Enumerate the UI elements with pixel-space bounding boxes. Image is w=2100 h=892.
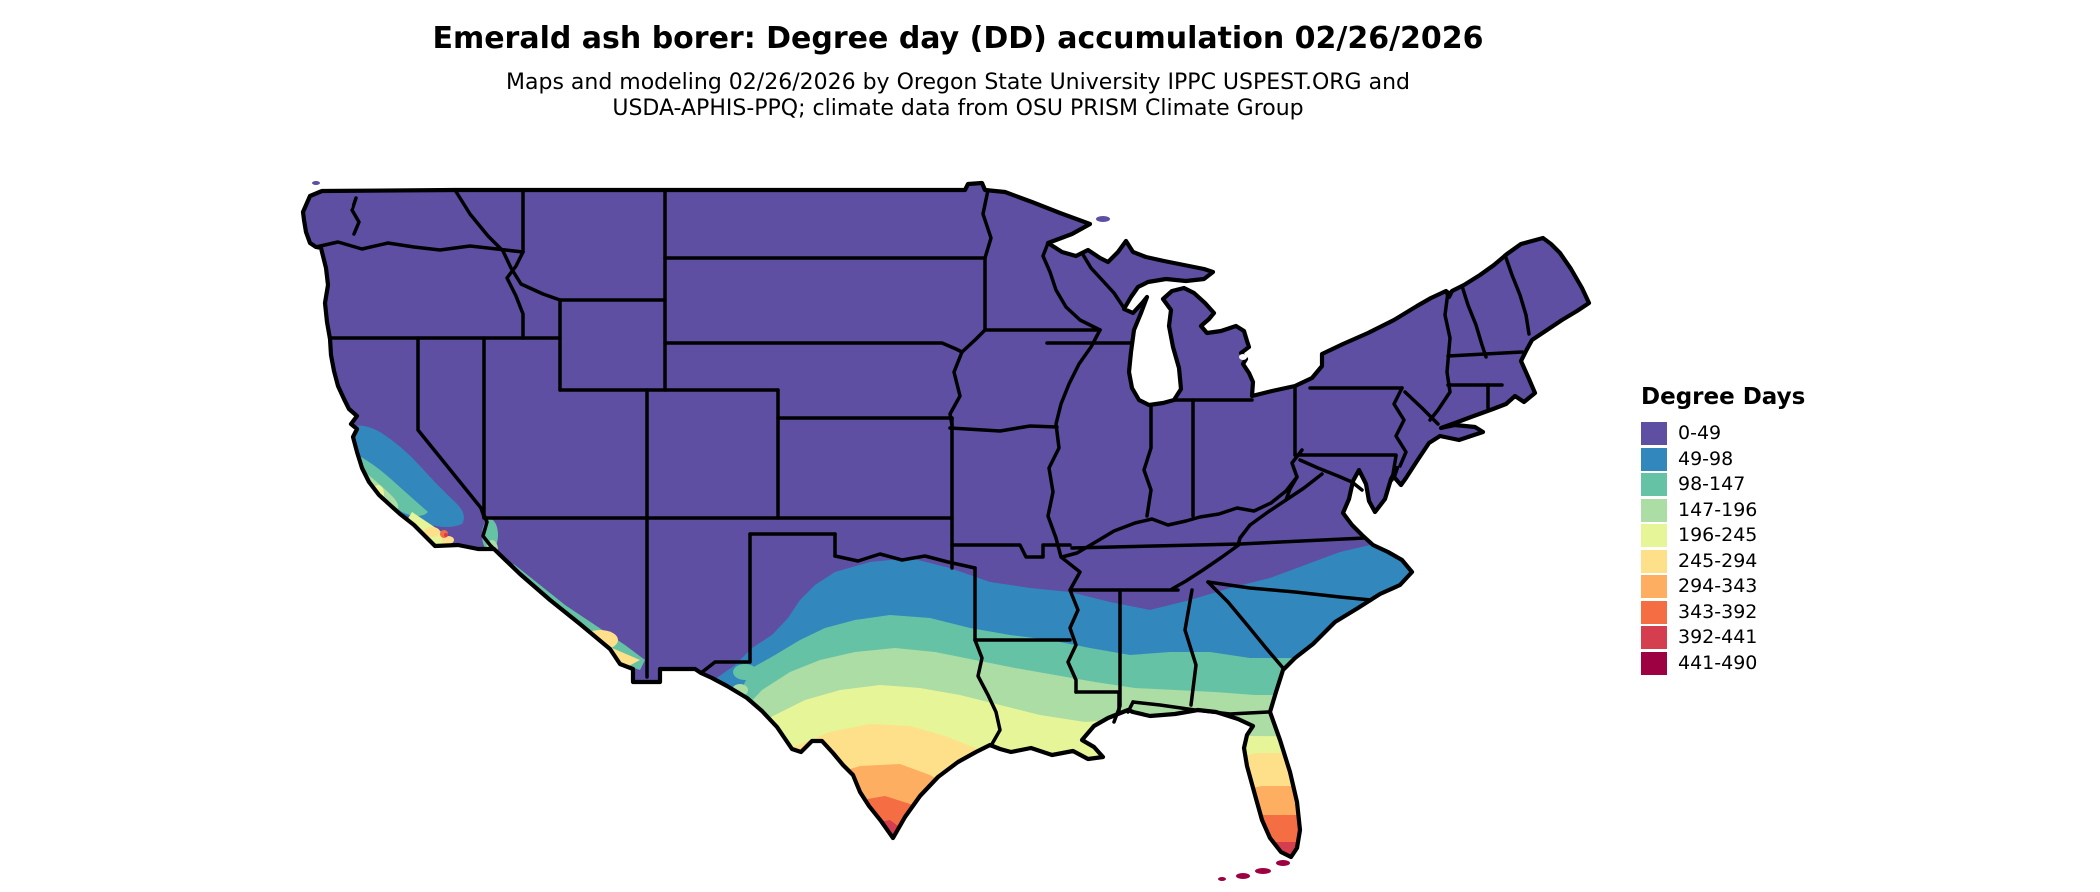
patch-elpaso-teal — [733, 664, 757, 680]
patch-channel-island-1 — [347, 554, 357, 558]
legend-item: 147-196 — [1641, 498, 1805, 522]
island-puget — [346, 200, 352, 210]
border-wa-or — [314, 240, 525, 254]
legend-item: 196-245 — [1641, 524, 1805, 547]
band-294-343 — [700, 764, 1589, 857]
legend-label-4: 196-245 — [1678, 524, 1758, 546]
border-nh-me — [1503, 253, 1531, 336]
border-ny-vt-ma-ct — [1428, 290, 1452, 422]
border-ky-wv — [1284, 475, 1299, 502]
subtitle-line-1: Maps and modeling 02/26/2026 by Oregon S… — [506, 70, 1410, 95]
legend-swatch-9 — [1641, 651, 1667, 675]
subtitle: Maps and modeling 02/26/2026 by Oregon S… — [288, 70, 1628, 122]
border-wi-mi — [1080, 251, 1126, 310]
legend: Degree Days 0-49 49-98 98-147 147-196 19… — [1641, 384, 1805, 677]
legend-item: 245-294 — [1641, 549, 1805, 573]
border-ga-sc — [1206, 580, 1285, 670]
isle-royale — [1096, 216, 1110, 222]
border-wv-va-ridge — [1236, 472, 1324, 547]
legend-label-7: 343-392 — [1678, 600, 1758, 623]
legend-swatch-6 — [1641, 575, 1667, 598]
border-pa-nj — [1392, 386, 1408, 468]
border-mn-wi — [1041, 241, 1102, 332]
border-mo-ar — [950, 543, 1072, 559]
patch-nv-river-ygreen — [491, 554, 499, 566]
florida-keys-3 — [1255, 868, 1271, 874]
legend-swatch-4 — [1641, 524, 1667, 547]
band-392-441 — [700, 820, 1589, 857]
island-northwest — [312, 181, 320, 185]
legend-swatch-5 — [1641, 549, 1667, 573]
legend-item: 98-147 — [1641, 473, 1805, 496]
legend-item: 0-49 — [1641, 422, 1805, 445]
puget-sound-line — [350, 196, 361, 236]
legend-label-6: 294-343 — [1678, 575, 1758, 597]
lake-st-clair — [1239, 354, 1247, 360]
legend-title: Degree Days — [1641, 384, 1806, 410]
florida-keys-2 — [1236, 873, 1250, 879]
band-343-392 — [700, 796, 1589, 857]
legend-label-9: 441-490 — [1678, 651, 1758, 674]
band-245-294 — [700, 724, 1589, 857]
border-ga-al — [1183, 588, 1198, 707]
legend-label-8: 392-441 — [1678, 626, 1758, 648]
header: Emerald ash borer: Degree day (DD) accum… — [288, 22, 1628, 122]
border-red-river — [833, 552, 977, 570]
legend-label-1: 49-98 — [1678, 447, 1734, 470]
patch-san-diego-yellow — [442, 536, 454, 544]
legend-label-2: 98-147 — [1678, 473, 1746, 495]
border-ma-north — [1446, 350, 1524, 358]
legend-label-0: 0-49 — [1678, 422, 1722, 444]
patch-channel-island-2 — [362, 558, 374, 562]
page-title: Emerald ash borer: Degree day (DD) accum… — [432, 21, 1484, 56]
patch-phoenix-red — [592, 640, 596, 644]
legend-label-3: 147-196 — [1678, 498, 1758, 521]
border-tn-nc — [1170, 542, 1242, 591]
legend-item: 441-490 — [1641, 651, 1805, 675]
patch-la-basin-yellow — [424, 527, 440, 537]
border-nc-sc — [1206, 580, 1373, 602]
legend-item: 343-392 — [1641, 600, 1805, 624]
legend-swatch-2 — [1641, 473, 1667, 496]
border-potomac — [1298, 458, 1364, 492]
patch-california-teal — [351, 452, 428, 516]
border-vt-nh — [1460, 284, 1488, 359]
border-ia-mo — [948, 424, 1059, 433]
florida-keys-1 — [1218, 877, 1226, 881]
legend-swatch-8 — [1641, 626, 1667, 649]
patch-ca-coast-ygreen — [336, 508, 352, 544]
patch-california-blue — [338, 425, 464, 527]
legend-swatch-1 — [1641, 447, 1667, 471]
border-tx-la — [973, 638, 1002, 746]
legend-item: 294-343 — [1641, 575, 1805, 598]
border-id-west — [505, 188, 525, 340]
border-sd-mn-ia — [960, 256, 987, 354]
legend-item: 49-98 — [1641, 447, 1805, 471]
border-nm-tx — [699, 532, 752, 675]
border-mn-west — [981, 188, 993, 260]
conus-outline — [300, 180, 1592, 860]
legend-label-5: 245-294 — [1678, 549, 1758, 572]
legend-swatch-7 — [1641, 600, 1667, 624]
patch-la-red — [444, 533, 448, 537]
border-sd-ne — [663, 341, 964, 354]
legend-swatch-0 — [1641, 422, 1667, 445]
border-il-in — [1142, 403, 1153, 518]
florida-keys-4 — [1276, 860, 1290, 866]
subtitle-line-2: USDA-APHIS-PPQ; climate data from OSU PR… — [612, 96, 1304, 121]
legend-item: 392-441 — [1641, 626, 1805, 649]
legend-swatch-3 — [1641, 498, 1667, 522]
border-id-mt — [453, 188, 562, 302]
border-mississippi-river — [1046, 328, 1102, 694]
patch-yuma-orange — [495, 580, 505, 590]
